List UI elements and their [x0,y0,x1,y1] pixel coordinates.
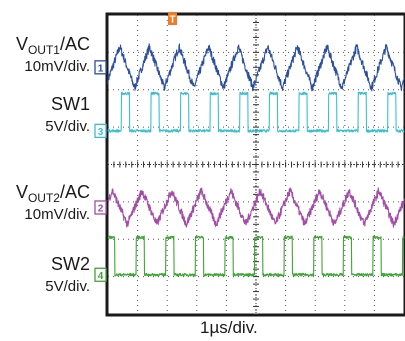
channel-4-label: SW2 [4,254,90,276]
channel-2-scale: 10mV/div. [24,206,90,223]
channel-1-name-suffix: /AC [59,34,90,54]
channel-2-marker: 2 [94,200,107,215]
trace-channel-2 [107,187,405,228]
channel-4-marker-label: 4 [98,271,104,282]
waveform-traces [107,43,405,277]
channel-2-name-suffix: /AC [59,182,90,202]
channel-4-scale: 5V/div. [45,278,90,295]
channel-4-name: SW2 [50,254,90,274]
channel-2-label: VOUT2/AC [4,182,90,205]
channel-3-scale: 5V/div. [45,118,90,135]
channel-1-marker-label: 1 [98,63,104,74]
trace-channel-4 [107,235,405,277]
channel-4-marker-box [94,267,107,282]
channel-3-name: SW1 [50,94,90,114]
channel-3-marker-label: 3 [98,127,104,138]
trigger-marker: T [168,12,177,26]
channel-1-marker-box [94,60,107,75]
channel-1-name: V [15,34,28,54]
channel-markers: 1 3 2 4 [94,60,107,282]
channel-4-marker: 4 [94,267,107,282]
trigger-marker-label: T [169,15,175,26]
channel-3-marker: 3 [94,123,107,139]
trace-channel-3 [107,91,405,133]
channel-3-label: SW1 [4,94,90,116]
channel-1-name-sub: OUT1 [27,43,60,57]
channel-1-marker: 1 [94,60,107,75]
timebase-label: 1µs/div. [200,318,258,337]
channel-2-name: V [15,182,28,202]
channel-3-marker-box [94,123,107,139]
channel-1-label: VOUT1/AC [4,34,90,57]
channel-2-name-sub: OUT2 [27,191,60,205]
channel-2-marker-box [94,200,107,215]
trigger-marker-box [168,12,177,25]
trace-channel-1 [107,43,405,92]
channel-1-scale: 10mV/div. [24,58,90,75]
channel-2-marker-label: 2 [98,203,104,214]
grid [107,14,405,315]
